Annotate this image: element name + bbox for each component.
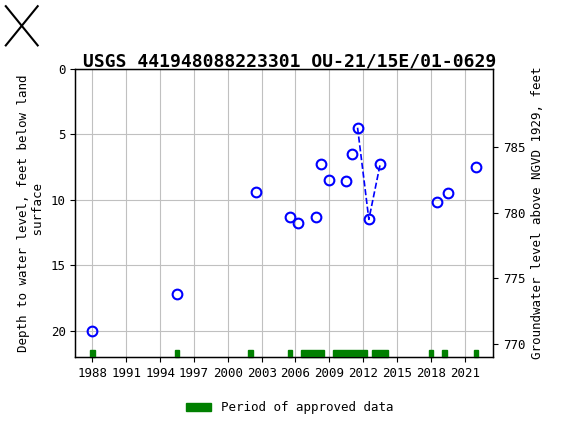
Y-axis label: Depth to water level, feet below land
 surface: Depth to water level, feet below land su…	[17, 74, 45, 352]
Bar	[442, 350, 447, 357]
Bar	[288, 350, 292, 357]
Legend: Period of approved data: Period of approved data	[181, 396, 399, 419]
Bar	[90, 350, 95, 357]
Text: USGS 441948088223301 OU-21/15E/01-0629: USGS 441948088223301 OU-21/15E/01-0629	[84, 52, 496, 70]
Bar	[429, 350, 433, 357]
Text: USGS: USGS	[44, 16, 94, 36]
Bar	[333, 350, 367, 357]
FancyBboxPatch shape	[6, 6, 38, 46]
Bar	[175, 350, 179, 357]
Bar	[301, 350, 324, 357]
Bar	[372, 350, 388, 357]
Bar	[248, 350, 253, 357]
Y-axis label: Groundwater level above NGVD 1929, feet: Groundwater level above NGVD 1929, feet	[531, 67, 544, 359]
Bar	[474, 350, 478, 357]
